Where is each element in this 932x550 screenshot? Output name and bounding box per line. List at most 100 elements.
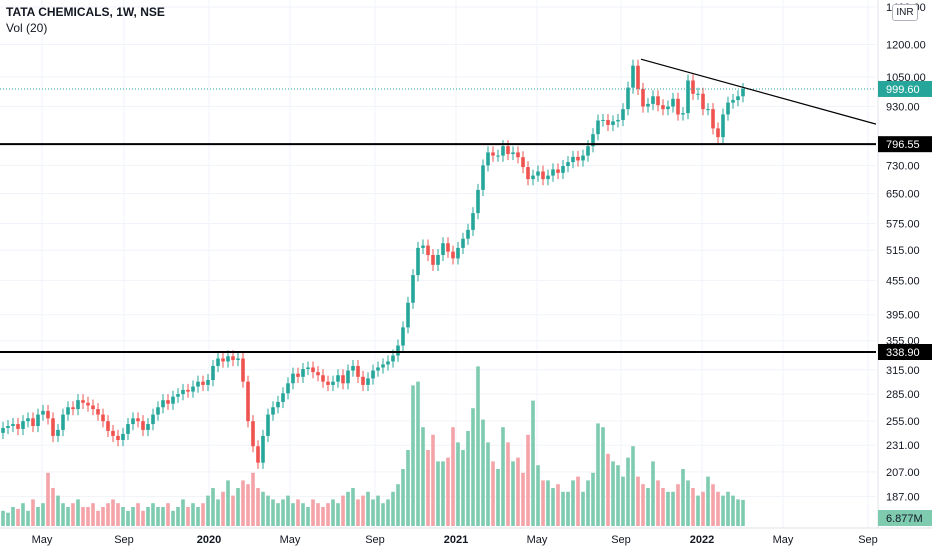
candle [556, 163, 560, 179]
volume-bar [446, 457, 450, 526]
volume-bar [611, 461, 615, 526]
candle [186, 383, 190, 398]
volume-bar [401, 469, 405, 526]
price-tick-label: 650.00 [886, 189, 920, 201]
candle-body [71, 407, 75, 410]
candle-body [706, 109, 710, 111]
volume-bar [86, 507, 90, 526]
candle-body [86, 402, 90, 406]
candle [461, 232, 465, 255]
candle-body [181, 389, 185, 395]
candle-body [41, 410, 45, 415]
candle [431, 249, 435, 271]
price-tick-label: 455.00 [886, 275, 920, 287]
candle-body [486, 152, 490, 166]
volume-bar [136, 503, 140, 526]
candle-body [436, 255, 440, 265]
volume-bar [336, 503, 340, 526]
volume-bar [661, 488, 665, 526]
volume-bar [346, 491, 350, 526]
volume-bar [341, 495, 345, 526]
candle [31, 412, 35, 433]
candle-body [36, 414, 40, 426]
candle-body [531, 175, 535, 180]
candle-body [166, 400, 170, 404]
candle-body [51, 418, 55, 436]
volume-bar [16, 508, 20, 526]
candle-body [291, 373, 295, 384]
level-price-tag-bg [878, 136, 932, 153]
candle-body [146, 424, 150, 430]
candle [626, 81, 630, 116]
candle [571, 150, 575, 169]
volume-bar [496, 469, 500, 526]
volume-bar [141, 510, 145, 526]
candle-body [446, 243, 450, 252]
candle [251, 415, 255, 453]
candle [201, 375, 205, 392]
candle-body [266, 414, 270, 436]
volume-bar [616, 465, 620, 526]
candle-body [341, 375, 345, 384]
price-axis[interactable]: 1400.001200.001050.00930.00796.55730.006… [877, 0, 932, 528]
candle-body [411, 275, 415, 303]
candle [706, 103, 710, 116]
candle [361, 370, 365, 392]
volume-bar [246, 484, 250, 526]
candle-body [56, 429, 60, 436]
volume-bar [461, 450, 465, 526]
candle [686, 74, 690, 120]
candle-body [556, 169, 560, 173]
volume-bar [476, 366, 480, 526]
candle-body [96, 409, 100, 415]
volume-bar [281, 499, 285, 526]
price-tick-label: 255.00 [886, 416, 920, 428]
volume-bar [251, 472, 255, 526]
candle [136, 412, 140, 428]
candle [401, 321, 405, 352]
volume-bar [721, 495, 725, 526]
candle [696, 87, 700, 100]
candle-body [606, 119, 610, 125]
volume-bar [301, 503, 305, 526]
time-tick-label: Sep [858, 534, 878, 546]
candle [621, 103, 625, 127]
currency-badge[interactable]: INR [892, 4, 918, 21]
candle [166, 394, 170, 410]
time-axis[interactable]: May Sep 2020 May Sep 2021 May Sep 2022 May Sep [0, 527, 932, 546]
volume-bar [571, 480, 575, 526]
candle-body [691, 80, 695, 94]
candle [551, 163, 555, 182]
candle-body [546, 175, 550, 180]
candle [146, 418, 150, 437]
candle-body [701, 93, 705, 110]
candle [356, 359, 360, 383]
candle [611, 115, 615, 132]
candle [246, 375, 250, 428]
last-price-tag-bg [878, 80, 932, 97]
candle-body [651, 96, 655, 104]
time-tick-label: Sep [365, 534, 385, 546]
candle [526, 161, 530, 186]
volume-bar [126, 510, 130, 526]
volume-bar [261, 491, 265, 526]
volume-bar [546, 480, 550, 526]
candle-body [271, 407, 275, 415]
candle [46, 404, 50, 425]
candle [6, 419, 10, 435]
candle-body [626, 87, 630, 110]
candle-body [566, 162, 570, 167]
candle-body [386, 361, 390, 365]
candle-body [516, 152, 520, 158]
candle-body [461, 238, 465, 248]
candle-body [111, 430, 115, 436]
volume-bar [306, 507, 310, 526]
volume-bar [646, 488, 650, 526]
volume-bar [311, 499, 315, 526]
last-volume-tag: 6.877M [886, 513, 923, 525]
candle-body [316, 372, 320, 376]
candle-body [731, 100, 735, 103]
candle-body [621, 109, 625, 120]
last-volume-tag-bg [878, 510, 932, 526]
